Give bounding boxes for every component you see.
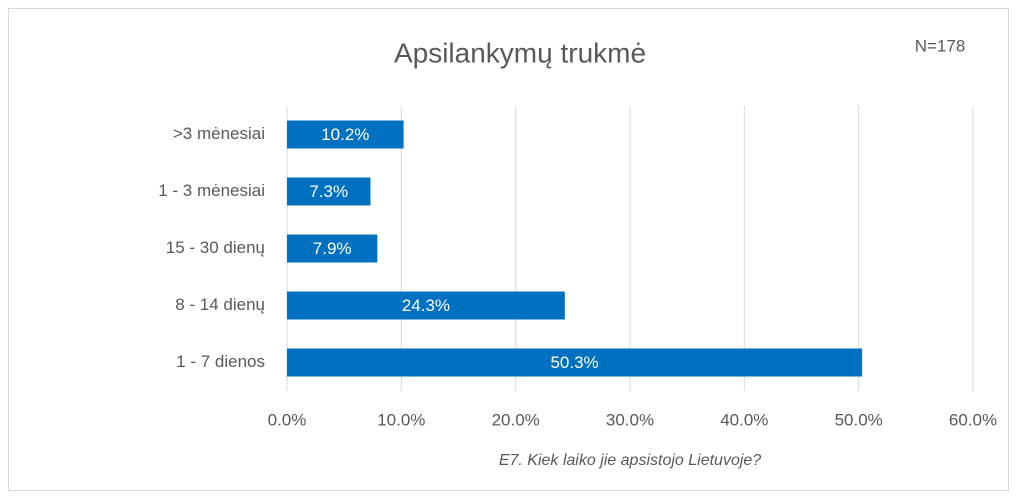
bar [287,177,371,206]
data-label: 7.9% [313,239,352,258]
chart-title: Apsilankymų trukmė [394,37,646,68]
y-tick-label: >3 mėnesiai [173,124,265,143]
data-label: 50.3% [550,353,598,372]
x-tick-label: 0.0% [268,410,307,429]
x-tick-label: 50.0% [835,410,883,429]
y-tick-label: 1 - 3 mėnesiai [158,181,265,200]
bar [287,348,863,377]
bar [287,291,565,320]
data-label: 24.3% [402,296,450,315]
x-tick-label: 40.0% [720,410,768,429]
y-tick-label: 15 - 30 dienų [166,238,265,257]
x-axis-label: E7. Kiek laiko jie apsistojo Lietuvoje? [499,452,761,469]
bar [287,120,404,149]
y-tick-label: 1 - 7 dienos [176,352,265,371]
x-tick-label: 60.0% [949,410,997,429]
annotation: N=178 [915,36,966,55]
y-tick-label: 8 - 14 dienų [175,295,265,314]
data-label: 10.2% [321,125,369,144]
x-tick-label: 20.0% [492,410,540,429]
chart-border [8,8,1009,491]
data-label: 7.3% [309,182,348,201]
x-tick-label: 10.0% [377,410,425,429]
x-tick-label: 30.0% [606,410,654,429]
bar [287,234,378,263]
